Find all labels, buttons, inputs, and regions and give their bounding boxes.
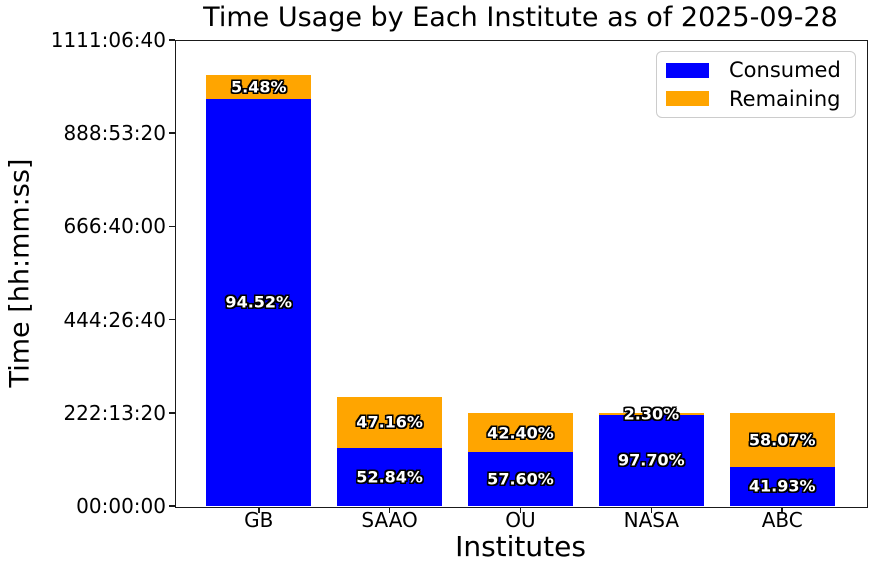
bar-gb-remaining <box>206 75 312 99</box>
x-tick-label: ABC <box>761 508 803 532</box>
x-axis-label: Institutes <box>455 530 586 563</box>
x-tick-mark <box>781 507 784 513</box>
y-tick-mark <box>169 39 175 41</box>
bar-saao-consumed <box>337 448 443 506</box>
x-tick-label: OU <box>505 508 536 532</box>
bar-saao-remaining <box>337 396 443 449</box>
bar-nasa-remaining <box>598 412 704 415</box>
legend-swatch-remaining <box>666 91 709 107</box>
legend-entry-consumed: Consumed <box>666 57 855 83</box>
y-tick-mark <box>169 412 175 414</box>
bar-ou-consumed <box>468 452 573 506</box>
y-tick-mark <box>169 132 175 134</box>
bar-label-gb-remaining: 5.48% <box>230 77 287 97</box>
bar-nasa-consumed <box>598 414 704 506</box>
bar-label-saao-consumed: 52.84% <box>356 467 423 487</box>
legend-label-consumed: Consumed <box>729 58 841 83</box>
bar-label-abc-remaining: 58.07% <box>748 430 816 450</box>
y-tick-mark <box>169 505 175 507</box>
bar-label-nasa-remaining: 2.30% <box>623 404 680 424</box>
y-tick-label: 444:26:40 <box>63 307 166 332</box>
bar-label-saao-remaining: 47.16% <box>356 412 423 432</box>
y-tick-label: 00:00:00 <box>76 494 166 518</box>
bar-gb-consumed <box>206 98 312 506</box>
bar-label-abc-consumed: 41.93% <box>748 476 816 496</box>
y-tick-label: 888:53:20 <box>63 121 166 146</box>
legend-entry-remaining: Remaining <box>666 86 855 112</box>
y-tick-label: 222:13:20 <box>63 400 166 425</box>
legend-label-remaining: Remaining <box>729 86 841 111</box>
bar-abc-consumed <box>729 466 835 506</box>
legend-swatch-consumed <box>666 62 709 78</box>
legend: Consumed Remaining <box>656 51 856 118</box>
y-tick-label: 666:40:00 <box>63 214 166 239</box>
x-tick-mark <box>650 507 653 513</box>
x-tick-label: SAAO <box>361 508 418 532</box>
chart-title: Time Usage by Each Institute as of 2025-… <box>203 2 838 33</box>
x-tick-mark <box>519 507 522 513</box>
bar-label-gb-consumed: 94.52% <box>225 292 293 312</box>
y-axis-label: Time [hh:mm:ss] <box>4 158 36 388</box>
x-tick-label: NASA <box>623 508 680 532</box>
y-tick-mark <box>169 318 175 321</box>
bar-abc-remaining <box>729 412 835 467</box>
bar-label-nasa-consumed: 97.70% <box>618 450 685 470</box>
x-tick-label: GB <box>244 508 274 532</box>
x-tick-mark <box>388 507 391 513</box>
y-tick-mark <box>169 225 175 228</box>
y-tick-label: 1111:06:40 <box>50 28 166 52</box>
bar-label-ou-consumed: 57.60% <box>487 469 554 489</box>
bar-label-ou-remaining: 42.40% <box>487 423 554 443</box>
bar-ou-remaining <box>468 412 573 453</box>
x-tick-mark <box>257 507 260 513</box>
